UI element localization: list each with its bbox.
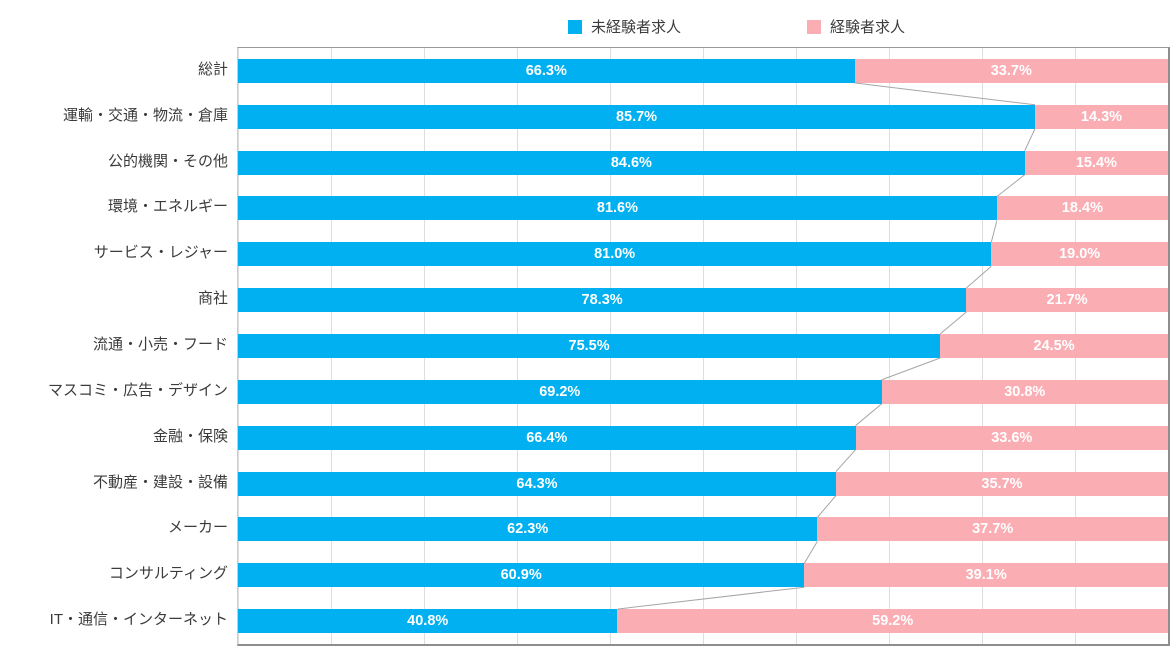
value-label: 24.5% <box>1033 338 1075 354</box>
value-label: 62.3% <box>507 521 549 538</box>
category-label: マスコミ・広告・デザイン <box>47 381 228 399</box>
bar-row: 84.6% 15.4% <box>238 150 1168 175</box>
value-label: 35.7% <box>981 475 1023 492</box>
legend-item-experienced: 経験者求人 <box>807 16 905 37</box>
bar-segment-experienced: 18.4% <box>996 196 1168 221</box>
legend-item-inexperienced: 未経験者求人 <box>568 16 681 37</box>
value-label: 60.9% <box>500 567 542 584</box>
value-label: 85.7% <box>615 108 658 125</box>
bar-segment-inexperienced: 66.4% <box>238 425 856 450</box>
bar-row: 85.7% 14.3% <box>238 104 1168 129</box>
bar-segment-experienced: 15.4% <box>1024 150 1168 175</box>
bar-segment-inexperienced: 69.2% <box>238 379 882 404</box>
bar-segment-experienced: 35.7% <box>835 471 1168 496</box>
bar-segment-inexperienced: 75.5% <box>238 334 941 358</box>
bar-row: 81.0% 19.0% <box>238 242 1168 267</box>
category-label: 流通・小売・フード <box>92 336 228 353</box>
bar-segment-experienced: 19.0% <box>991 242 1168 267</box>
bar-segment-experienced: 21.7% <box>966 288 1168 313</box>
category-label: サービス・レジャー <box>93 244 228 262</box>
value-label: 81.0% <box>594 246 636 263</box>
value-label: 33.7% <box>990 62 1032 79</box>
category-label: 総計 <box>197 60 228 78</box>
bar-row: 40.8% 59.2% <box>238 609 1168 634</box>
legend-swatch-experienced-icon <box>807 19 822 34</box>
category-label: 不動産・建設・設備 <box>92 473 228 491</box>
bar-segment-experienced: 59.2% <box>617 609 1168 634</box>
value-label: 39.1% <box>965 567 1007 584</box>
category-axis-labels: 総計運輸・交通・物流・倉庫公的機関・その他 環境・エネルギーサービス・レジャー商社… <box>0 47 228 643</box>
value-label: 66.4% <box>526 429 568 446</box>
category-label: 環境・エネルギー <box>107 198 228 216</box>
value-label: 33.6% <box>991 429 1033 446</box>
bar-segment-experienced: 14.3% <box>1035 104 1168 129</box>
bar-row: 66.3% 33.7% <box>238 58 1168 83</box>
bar-segment-inexperienced: 66.3% <box>238 58 855 83</box>
bar-row: 62.3% 37.7% <box>238 517 1168 542</box>
value-label: 75.5% <box>568 338 610 354</box>
value-label: 66.3% <box>525 62 567 79</box>
category-label: 商社 <box>197 290 228 308</box>
bar-row: 75.5% 24.5% <box>238 334 1168 358</box>
value-label: 78.3% <box>581 292 623 309</box>
bar-segment-inexperienced: 64.3% <box>238 471 836 496</box>
value-label: 30.8% <box>1004 383 1046 400</box>
value-label: 69.2% <box>539 383 581 400</box>
bar-segment-inexperienced: 81.0% <box>238 242 992 267</box>
value-label: 81.6% <box>596 200 638 217</box>
value-label: 14.3% <box>1080 108 1123 125</box>
bar-row: 69.2% 30.8% <box>238 379 1168 404</box>
bar-segment-inexperienced: 60.9% <box>238 563 805 588</box>
legend-swatch-inexperienced-icon <box>568 19 582 34</box>
legend: 未経験者求人 経験者求人 <box>568 16 905 37</box>
bar-segment-inexperienced: 62.3% <box>238 517 818 542</box>
category-label: 運輸・交通・物流・倉庫 <box>62 106 228 124</box>
category-label: 公的機関・その他 <box>107 152 228 170</box>
value-label: 15.4% <box>1075 154 1117 171</box>
bar-segment-experienced: 24.5% <box>940 334 1168 358</box>
bar-row: 66.4% 33.6% <box>238 425 1168 450</box>
bar-segment-experienced: 39.1% <box>804 563 1168 588</box>
bar-segment-inexperienced: 81.6% <box>238 196 997 221</box>
category-label: メーカー <box>167 519 228 537</box>
value-label: 84.6% <box>610 154 652 171</box>
value-label: 64.3% <box>516 475 558 492</box>
value-label: 40.8% <box>407 613 449 630</box>
value-label: 21.7% <box>1046 292 1088 309</box>
bar-segment-experienced: 33.7% <box>854 58 1168 83</box>
category-label: IT・通信・インターネット <box>49 611 228 629</box>
category-label: コンサルティング <box>108 565 228 583</box>
value-label: 19.0% <box>1059 246 1101 263</box>
bar-segment-experienced: 33.6% <box>855 425 1168 450</box>
value-label: 37.7% <box>972 521 1014 538</box>
bar-segment-inexperienced: 78.3% <box>238 288 967 313</box>
bar-segment-inexperienced: 40.8% <box>238 609 618 634</box>
legend-label-experienced: 経験者求人 <box>830 19 906 36</box>
bar-segment-experienced: 37.7% <box>817 517 1168 542</box>
bar-row: 64.3% 35.7% <box>238 471 1168 496</box>
bar-row: 60.9% 39.1% <box>238 563 1168 588</box>
bar-row: 81.6% 18.4% <box>238 196 1168 221</box>
bar-segment-inexperienced: 84.6% <box>238 150 1025 175</box>
bar-row: 78.3% 21.7% <box>238 288 1168 313</box>
value-label: 18.4% <box>1061 200 1103 217</box>
value-label: 59.2% <box>872 613 914 630</box>
bar-segment-inexperienced: 85.7% <box>238 104 1035 129</box>
category-label: 金融・保険 <box>152 427 228 445</box>
bar-segment-experienced: 30.8% <box>881 379 1168 404</box>
plot-area: 66.3% 33.7% 85.7% 14.3% 84.6% 15.4% 81.6% 18.4%… <box>237 47 1170 646</box>
legend-label-inexperienced: 未経験者求人 <box>591 19 682 36</box>
